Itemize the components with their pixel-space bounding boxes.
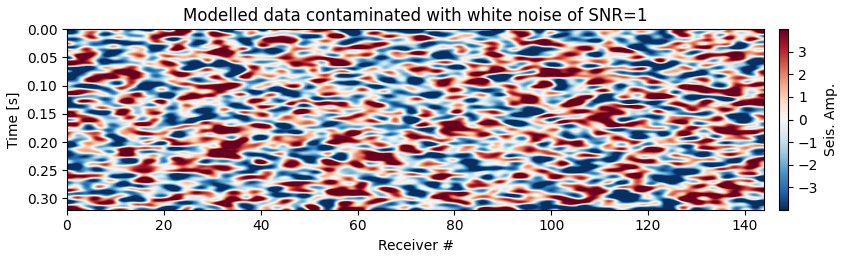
X-axis label: Receiver #: Receiver # bbox=[377, 239, 454, 253]
Y-axis label: Time [s]: Time [s] bbox=[7, 91, 21, 148]
Y-axis label: Seis. Amp.: Seis. Amp. bbox=[824, 83, 838, 156]
Title: Modelled data contaminated with white noise of SNR=1: Modelled data contaminated with white no… bbox=[184, 7, 648, 25]
